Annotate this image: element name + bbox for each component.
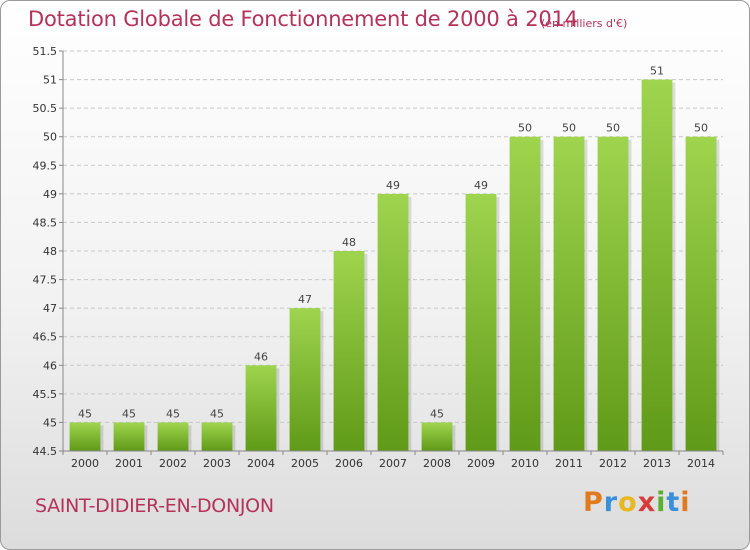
y-tick-label: 44.5 <box>33 445 58 458</box>
logo-letter: P <box>583 487 604 518</box>
y-tick-label: 46.5 <box>33 331 58 344</box>
x-tick-label: 2014 <box>687 457 715 470</box>
bar-value-label: 45 <box>210 407 224 420</box>
bar <box>465 193 497 451</box>
bar-value-label: 50 <box>694 122 708 135</box>
bar-value-label: 45 <box>430 407 444 420</box>
bar <box>597 136 629 451</box>
logo-letter: x <box>637 487 657 518</box>
logo-letter: i <box>656 487 667 518</box>
x-tick-label: 2000 <box>71 457 99 470</box>
y-tick-label: 50 <box>43 131 57 144</box>
bar-value-label: 49 <box>386 179 400 192</box>
y-tick-label: 45 <box>43 416 57 429</box>
x-tick-label: 2003 <box>203 457 231 470</box>
bar-value-label: 50 <box>562 122 576 135</box>
bar <box>69 422 101 451</box>
y-tick-label: 50.5 <box>33 102 58 115</box>
x-tick-label: 2007 <box>379 457 407 470</box>
bar-value-label: 46 <box>254 350 268 363</box>
y-tick-label: 51.5 <box>33 45 58 58</box>
y-tick-label: 47.5 <box>33 274 58 287</box>
x-tick-label: 2001 <box>115 457 143 470</box>
x-tick-label: 2008 <box>423 457 451 470</box>
bar <box>509 136 541 451</box>
logo-letter: t <box>666 487 681 518</box>
y-tick-label: 45.5 <box>33 388 58 401</box>
bar-value-label: 49 <box>474 179 488 192</box>
chart-title: Dotation Globale de Fonctionnement de 20… <box>28 7 578 31</box>
commune-name: SAINT-DIDIER-EN-DONJON <box>35 495 274 517</box>
bar <box>553 136 585 451</box>
x-tick-label: 2013 <box>643 457 671 470</box>
bar-value-label: 47 <box>298 293 312 306</box>
x-tick-label: 2002 <box>159 457 187 470</box>
bar <box>157 422 189 451</box>
bar <box>641 79 673 452</box>
bar-value-label: 45 <box>78 407 92 420</box>
bar <box>421 422 453 451</box>
bar <box>113 422 145 451</box>
axes: 44.5 45 45.5 46 46.5 47 47.5 48 48.5 49 49.5 50 50.5… <box>33 45 724 470</box>
x-tick-label: 2012 <box>599 457 627 470</box>
bar-value-label: 51 <box>650 65 664 78</box>
bar <box>377 193 409 451</box>
y-tick-label: 48.5 <box>33 216 58 229</box>
x-tick-label: 2010 <box>511 457 539 470</box>
bar <box>245 365 277 451</box>
bar <box>685 136 717 451</box>
bar <box>201 422 233 451</box>
x-tick-label: 2011 <box>555 457 583 470</box>
logo-letter: o <box>618 487 638 518</box>
x-tick-label: 2004 <box>247 457 275 470</box>
bar-value-label: 45 <box>122 407 136 420</box>
bar-value-label: 50 <box>518 122 532 135</box>
bar-value-label: 50 <box>606 122 620 135</box>
logo-letter: r <box>603 487 619 518</box>
x-tick-label: 2006 <box>335 457 363 470</box>
y-tick-label: 46 <box>43 359 57 372</box>
y-tick-label: 47 <box>43 302 57 315</box>
y-tick-label: 49.5 <box>33 159 58 172</box>
bars: 45 45 45 45 46 47 48 49 45 49 50 50 50 51 50 <box>69 65 720 452</box>
x-tick-label: 2005 <box>291 457 319 470</box>
y-tick-label: 49 <box>43 188 57 201</box>
y-tick-label: 48 <box>43 245 57 258</box>
bar-value-label: 48 <box>342 236 356 249</box>
bar <box>333 251 365 451</box>
y-tick-label: 51 <box>43 74 57 87</box>
x-tick-label: 2009 <box>467 457 495 470</box>
chart-subtitle: (en milliers d'€) <box>541 17 628 30</box>
logo-letter: i <box>680 487 691 518</box>
proxiti-logo: Proxiti <box>583 487 691 518</box>
bar-value-label: 45 <box>166 407 180 420</box>
bar <box>289 308 321 451</box>
